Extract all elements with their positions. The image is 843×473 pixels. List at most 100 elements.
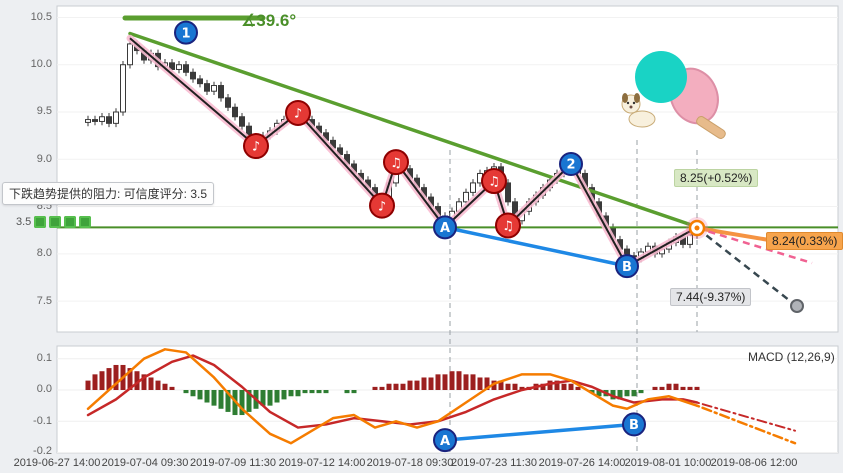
svg-text:B: B <box>622 260 632 275</box>
macd-histogram-bar <box>127 368 133 390</box>
macd-histogram-bar <box>190 390 196 397</box>
macd-histogram-bar <box>309 390 315 394</box>
x-tick-label: 2019-08-06 12:00 <box>710 457 798 469</box>
candle-body <box>113 111 119 124</box>
macd-histogram-bar <box>463 374 469 390</box>
macd-histogram-bar <box>694 386 700 390</box>
candle-body <box>127 43 133 66</box>
price-tag-trend-resistance: 8.25(+0.52%) <box>674 169 759 187</box>
macd-histogram-bar <box>141 374 147 390</box>
dog-eye-icon <box>626 101 630 105</box>
macd-histogram-bar <box>400 383 406 390</box>
macd-histogram-bar <box>596 390 602 397</box>
svg-text:♫: ♫ <box>502 219 514 234</box>
resistance-tooltip-text: 下跌趋势提供的阻力: 可信度评分: 3.5 <box>9 187 208 201</box>
macd-histogram-bar <box>456 371 462 390</box>
price-tag-current: 8.24(0.33%) <box>766 232 843 250</box>
macd-histogram-bar <box>113 364 119 390</box>
macd-histogram-bar <box>561 383 567 390</box>
macd-histogram-bar <box>631 390 637 397</box>
candle-body <box>190 71 196 80</box>
macd-histogram-bar <box>316 390 322 394</box>
candle-body <box>92 119 98 122</box>
macd-histogram-bar <box>414 380 420 390</box>
y-tick-label: 7.5 <box>36 295 52 307</box>
marker-1[interactable]: 1 <box>174 20 198 45</box>
confidence-score: 3.5 <box>16 216 32 228</box>
macd-histogram-bar <box>393 383 399 390</box>
macd-histogram-bar <box>435 374 441 390</box>
macd-histogram-bar <box>225 390 231 412</box>
confidence-rating-row: 3.5 <box>16 216 92 228</box>
music-note-marker[interactable]: ♫ <box>481 168 507 195</box>
resistance-tooltip: 下跌趋势提供的阻力: 可信度评分: 3.5 <box>2 182 215 205</box>
music-note-marker[interactable]: ♪ <box>369 192 395 219</box>
macd-histogram-bar <box>428 377 434 390</box>
macd-histogram-bar <box>589 390 595 394</box>
macd-histogram-bar <box>547 380 553 390</box>
macd-histogram-bar <box>666 383 672 390</box>
dog-body-icon <box>628 110 656 128</box>
music-note-marker[interactable]: ♫ <box>495 212 521 239</box>
y-tick-label: 0.0 <box>36 383 52 395</box>
macd-histogram-bar <box>134 371 140 390</box>
macd-histogram-bar <box>148 377 154 390</box>
current-price-dot <box>694 225 700 231</box>
macd-histogram-bar <box>106 368 112 390</box>
music-note-marker[interactable]: ♪ <box>243 133 269 160</box>
svg-text:A: A <box>440 434 450 449</box>
macd-histogram-bar <box>274 390 280 403</box>
macd-histogram-bar <box>610 390 616 400</box>
marker-2[interactable]: 2 <box>559 152 583 177</box>
candle-body <box>85 119 91 123</box>
music-note-marker[interactable]: ♫ <box>383 149 409 176</box>
macd-histogram-bar <box>260 390 266 406</box>
macd-histogram-bar <box>512 383 518 390</box>
candle-body <box>99 116 105 122</box>
dog-ear-icon <box>622 93 628 103</box>
macd-ab-line <box>443 422 636 442</box>
candle-body <box>218 85 224 99</box>
projection-orange <box>695 226 777 243</box>
rating-icon <box>49 216 62 228</box>
svg-text:B: B <box>629 418 639 433</box>
paddle-handle-icon <box>696 116 726 139</box>
macd-marker-b[interactable]: B <box>622 412 646 437</box>
svg-text:♪: ♪ <box>294 107 302 122</box>
macd-histogram-bar <box>92 374 98 390</box>
macd-histogram-bar <box>379 386 385 390</box>
dog-pingpong-sticker <box>621 51 726 139</box>
x-tick-label: 2019-06-27 14:00 <box>13 457 101 469</box>
macd-histogram-bar <box>659 386 665 390</box>
macd-histogram-bar <box>540 383 546 390</box>
ab-support-line <box>443 225 629 268</box>
macd-marker-a[interactable]: A <box>433 428 457 453</box>
macd-histogram-bar <box>239 390 245 416</box>
macd-histogram-bar <box>246 390 252 412</box>
macd-histogram-bar <box>680 386 686 390</box>
macd-histogram-bar <box>85 380 91 390</box>
music-note-marker[interactable]: ♪ <box>285 99 311 126</box>
macd-histogram-bar <box>617 390 623 400</box>
macd-histogram-bar <box>624 390 630 397</box>
macd-histogram-bar <box>169 386 175 390</box>
macd-histogram-bar <box>211 390 217 406</box>
candle-body <box>470 182 476 193</box>
trend-angle-label: ∡39.6° <box>241 11 297 30</box>
downtrend-line <box>128 31 706 231</box>
price-tag-target: 7.44(-9.37%) <box>670 288 752 306</box>
x-tick-label: 2019-07-09 11:30 <box>189 457 277 469</box>
marker-a[interactable]: A <box>433 215 457 240</box>
marker-b[interactable]: B <box>615 254 639 279</box>
macd-histogram-bar <box>498 380 504 390</box>
macd-dea-projection <box>696 401 796 432</box>
y-tick-label: 9.5 <box>36 105 52 117</box>
x-tick-label: 2019-08-01 10:00 <box>624 457 712 469</box>
macd-histogram-bar <box>575 386 581 390</box>
svg-text:1: 1 <box>181 26 190 41</box>
candle-body <box>505 182 511 203</box>
svg-text:♪: ♪ <box>252 140 260 155</box>
macd-histogram-bar <box>652 386 658 390</box>
projection-pink-dashed <box>696 226 813 265</box>
